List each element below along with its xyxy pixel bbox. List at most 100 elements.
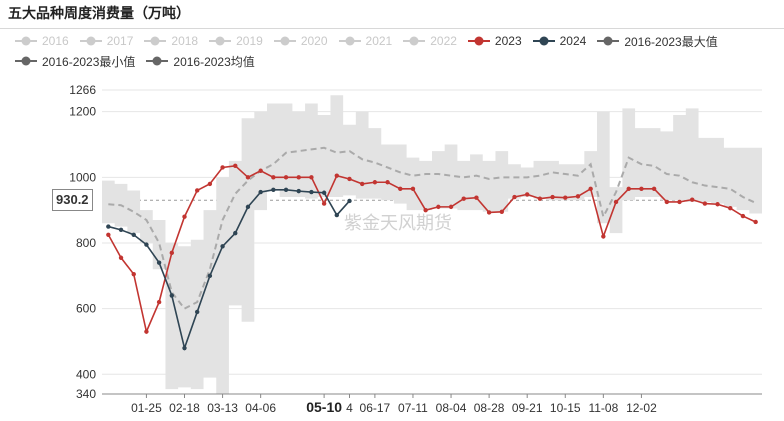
data-point-2023 bbox=[639, 186, 644, 192]
data-point-2023 bbox=[385, 180, 390, 185]
title-divider bbox=[0, 28, 784, 29]
legend-marker-icon bbox=[15, 56, 37, 66]
series-lines bbox=[106, 146, 758, 351]
data-point-2023 bbox=[588, 186, 593, 192]
data-point-2023 bbox=[245, 175, 251, 180]
data-point-2023 bbox=[106, 232, 111, 237]
data-point-2024 bbox=[233, 230, 238, 236]
data-point-2024 bbox=[258, 189, 263, 195]
data-point-2023 bbox=[436, 204, 441, 210]
data-point-2024 bbox=[309, 189, 314, 195]
legend-marker-icon bbox=[273, 36, 296, 46]
legend-label: 2016-2023最大值 bbox=[624, 34, 718, 49]
y-tick-label: 800 bbox=[76, 236, 96, 250]
legend-row: 2016-2023最小值 2016-2023均值 bbox=[14, 51, 784, 71]
data-point-2023 bbox=[220, 165, 225, 170]
legend-item[interactable]: 2022 bbox=[402, 34, 457, 48]
data-point-2023 bbox=[144, 329, 149, 334]
y-tick-label: 600 bbox=[76, 302, 96, 316]
data-point-2023 bbox=[156, 299, 162, 305]
legend-label: 2023 bbox=[494, 34, 522, 48]
series-line-2023 bbox=[107, 164, 756, 335]
data-point-2024 bbox=[296, 188, 301, 194]
legend-item[interactable]: 2021 bbox=[338, 34, 392, 48]
data-point-2023 bbox=[715, 202, 720, 207]
legend-item[interactable]: 2016 bbox=[14, 34, 69, 48]
data-point-2024 bbox=[220, 244, 225, 249]
legend-label: 2020 bbox=[300, 34, 328, 48]
data-point-2024 bbox=[156, 260, 162, 265]
data-point-2023 bbox=[499, 209, 505, 214]
x-tick-label: 03-13 bbox=[207, 401, 238, 415]
data-point-2023 bbox=[626, 186, 631, 192]
data-point-2023 bbox=[194, 188, 200, 193]
legend-label: 2016-2023均值 bbox=[173, 54, 255, 69]
data-point-2023 bbox=[550, 194, 555, 200]
legend-label: 2022 bbox=[430, 34, 457, 48]
data-point-2024 bbox=[347, 198, 352, 204]
legend-item[interactable]: 2016-2023均值 bbox=[145, 53, 255, 70]
y-tick-label: 340 bbox=[76, 387, 96, 401]
data-point-2023 bbox=[169, 250, 175, 256]
data-point-2023 bbox=[728, 205, 733, 211]
data-point-2023 bbox=[283, 175, 289, 180]
data-point-2023 bbox=[271, 175, 276, 180]
legend-item[interactable]: 2016-2023最小值 bbox=[14, 53, 135, 70]
data-point-2023 bbox=[753, 219, 758, 225]
data-point-2023 bbox=[461, 196, 466, 201]
data-point-2023 bbox=[524, 192, 530, 197]
data-point-2023 bbox=[321, 201, 327, 206]
data-point-2023 bbox=[334, 173, 340, 178]
data-point-2023 bbox=[398, 186, 403, 192]
min-max-band bbox=[102, 95, 762, 395]
x-tick-label: 10-15 bbox=[550, 401, 581, 415]
legend-item[interactable]: 2023 bbox=[467, 34, 522, 48]
data-point-2023 bbox=[296, 175, 301, 180]
legend-row: 2016 2017 2018 2019 2020 2021 2022 2023 2024 2016… bbox=[14, 31, 784, 51]
data-point-2024 bbox=[207, 273, 213, 279]
x-tick-label: 08-28 bbox=[474, 401, 505, 415]
legend-item[interactable]: 2016-2023最大值 bbox=[596, 33, 718, 50]
x-tick-label: 01-25 bbox=[131, 401, 162, 415]
y-tick-label: 1200 bbox=[69, 105, 96, 119]
legend-label: 2016-2023最小值 bbox=[42, 54, 136, 69]
legend-item[interactable]: 2018 bbox=[143, 34, 198, 48]
legend-marker-icon bbox=[532, 36, 555, 46]
x-tick-label: 06-17 bbox=[360, 401, 391, 415]
x-tick-label: 04-06 bbox=[245, 401, 276, 415]
series-line-mean bbox=[108, 146, 757, 310]
data-point-2024 bbox=[194, 309, 200, 315]
data-point-2023 bbox=[651, 186, 657, 192]
legend-item[interactable]: 2019 bbox=[208, 34, 263, 48]
data-point-2023 bbox=[537, 196, 543, 201]
data-point-2023 bbox=[410, 186, 416, 192]
x-tick-label: 11-08 bbox=[588, 401, 618, 415]
legend-marker-icon bbox=[15, 36, 37, 46]
legend-marker-icon bbox=[209, 36, 232, 46]
data-point-2023 bbox=[423, 207, 428, 213]
legend-item[interactable]: 2017 bbox=[79, 34, 134, 48]
legend-label: 2018 bbox=[171, 34, 199, 48]
data-point-2023 bbox=[233, 163, 238, 169]
data-point-2023 bbox=[512, 194, 517, 200]
x-tick-label: 09-21 bbox=[512, 401, 543, 415]
legend-marker-icon bbox=[338, 36, 361, 46]
x-tick-label: 05-10 bbox=[306, 399, 342, 415]
legend-label: 2024 bbox=[559, 34, 587, 48]
data-point-2024 bbox=[169, 293, 175, 298]
legend-label: 2017 bbox=[106, 34, 134, 48]
legend-item[interactable]: 2020 bbox=[273, 34, 328, 48]
legend-marker-icon bbox=[144, 36, 167, 46]
series-band-max-min bbox=[102, 95, 762, 395]
data-point-2023 bbox=[563, 195, 568, 200]
y-tick-label: 1266 bbox=[69, 83, 96, 97]
x-tick-label: 4 bbox=[346, 401, 353, 415]
legend-label: 2016 bbox=[42, 34, 69, 48]
legend-marker-icon bbox=[79, 36, 102, 46]
x-tick-label: 07-11 bbox=[398, 401, 428, 415]
data-point-2023 bbox=[182, 214, 187, 219]
legend-marker-icon bbox=[403, 36, 426, 46]
legend-item[interactable]: 2024 bbox=[532, 34, 587, 48]
x-tick-label: 12-02 bbox=[626, 401, 657, 415]
y-tick-label: 400 bbox=[76, 367, 96, 381]
